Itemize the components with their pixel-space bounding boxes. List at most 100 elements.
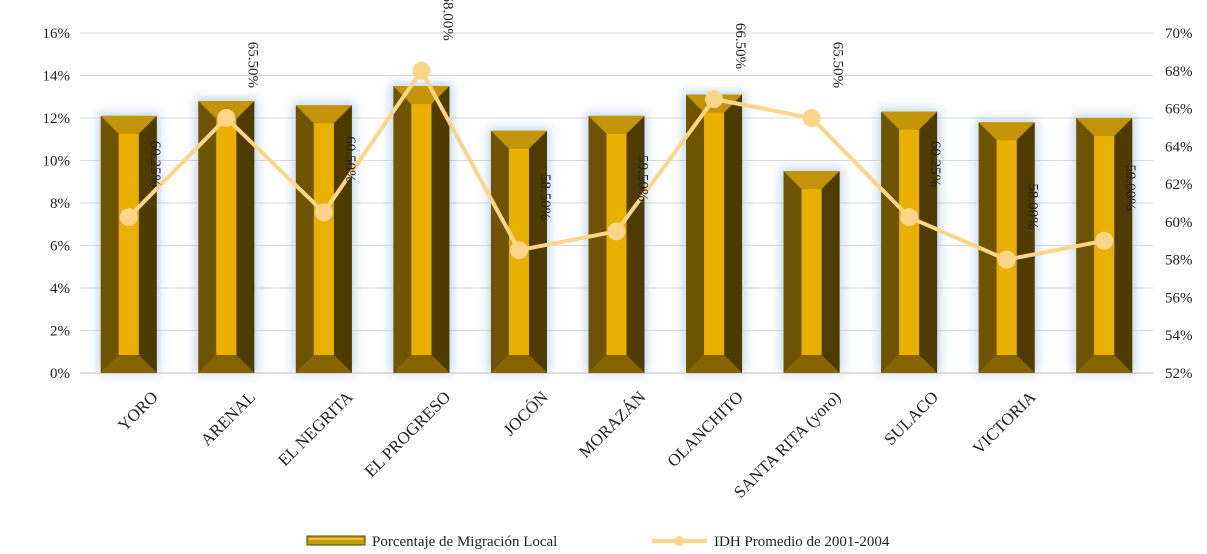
category-label: YORO (114, 387, 161, 434)
bar-bottom-bevel (198, 355, 255, 373)
legend-item-line: IDH Promedio de 2001-2004 (652, 534, 890, 550)
bar-right-bevel (821, 171, 840, 373)
bar-right-bevel (528, 130, 547, 373)
bar-right-bevel (1016, 122, 1035, 373)
bar-top-bevel (490, 130, 547, 149)
bar-left-bevel (100, 115, 119, 373)
bar-right-bevel (431, 86, 450, 373)
legend: Porcentaje de Migración Local IDH Promed… (306, 534, 890, 550)
data-labels: 60.25% 65.50% 60.50% 68.00% 58.50% 59.50% 66.5… (147, 0, 1138, 230)
idh-marker (705, 90, 724, 109)
legend-item-bars: Porcentaje de Migración Local (306, 534, 557, 550)
y-axis-right: 52% 54% 56% 58% 60% 62% 64% 66% 68% 70% (1165, 26, 1193, 382)
bar-bottom-bevel (686, 355, 743, 373)
bar-face (411, 104, 432, 355)
bar-face (118, 133, 139, 355)
bar-face (606, 133, 627, 355)
data-label: 66.50% (732, 23, 748, 69)
data-label: 60.25% (927, 141, 943, 187)
category-label: ARENAL (197, 387, 259, 449)
y-left-tick-label: 2% (50, 324, 70, 340)
y-right-tick-label: 64% (1165, 139, 1193, 155)
y-right-tick-label: 60% (1165, 215, 1193, 231)
bar-right-bevel (236, 101, 255, 373)
bar-left-bevel (393, 86, 412, 373)
bar-face (996, 140, 1017, 355)
bar (585, 112, 648, 373)
category-label: JOCÓN (500, 387, 552, 439)
data-label: 68.00% (439, 0, 455, 41)
bar-right-bevel (919, 111, 938, 373)
bar-face (313, 123, 334, 355)
bar-right-bevel (333, 105, 352, 373)
y-right-tick-label: 68% (1165, 64, 1193, 80)
bar-bottom-bevel (295, 355, 352, 373)
data-label: 58.00% (1025, 183, 1041, 229)
bar (390, 83, 453, 373)
bar (975, 119, 1038, 373)
idh-marker (1095, 231, 1114, 250)
bar-top-bevel (881, 111, 938, 130)
y-right-tick-label: 56% (1165, 290, 1193, 306)
bar-top-bevel (295, 105, 352, 124)
bar-left-bevel (490, 130, 509, 373)
bar (97, 112, 160, 373)
idh-marker (314, 203, 333, 222)
bar (780, 168, 843, 373)
bar-top-bevel (1076, 118, 1133, 136)
bar-left-bevel (881, 111, 900, 373)
category-label: EL NEGRITA (274, 387, 357, 470)
bar-left-bevel (978, 122, 997, 373)
idh-marker (900, 208, 919, 227)
y-axis-left: 0% 2% 4% 6% 8% 10% 12% 14% 16% (43, 26, 71, 382)
bar-left-bevel (783, 171, 802, 373)
bar-top-bevel (783, 171, 840, 190)
category-label: EL PROGRESO (361, 387, 454, 480)
bar-bottom-bevel (783, 355, 840, 373)
legend-label-bars: Porcentaje de Migración Local (372, 534, 557, 550)
bar-top-bevel (978, 122, 1035, 141)
bar-top-bevel (588, 115, 645, 134)
bar-left-bevel (198, 101, 217, 373)
legend-label-line: IDH Promedio de 2001-2004 (714, 534, 890, 550)
bar-bottom-bevel (100, 355, 157, 373)
bar-top-bevel (100, 115, 157, 134)
bar-right-bevel (724, 94, 743, 373)
y-left-tick-label: 14% (43, 69, 71, 85)
bar-face (704, 112, 725, 355)
y-left-tick-label: 0% (50, 366, 70, 382)
bar-bottom-bevel (1076, 355, 1133, 373)
bar-left-bevel (686, 94, 705, 373)
category-label: SANTA RITA (yoro) (730, 387, 844, 501)
bar (683, 91, 746, 373)
idh-marker (997, 250, 1016, 269)
y-right-tick-label: 58% (1165, 253, 1193, 269)
y-right-tick-label: 52% (1165, 366, 1193, 382)
bar-bottom-bevel (490, 355, 547, 373)
y-right-tick-label: 70% (1165, 26, 1193, 42)
category-label: SULACO (880, 387, 942, 449)
bar-bottom-bevel (881, 355, 938, 373)
x-axis-categories: YORO ARENAL EL NEGRITA EL PROGRESO JOCÓN MORA… (114, 387, 1040, 502)
y-left-tick-label: 12% (43, 111, 71, 127)
bar-left-bevel (588, 115, 607, 373)
bar-face (899, 129, 920, 355)
idh-marker (119, 208, 138, 227)
y-left-tick-label: 8% (50, 196, 70, 212)
data-label: 65.50% (244, 42, 260, 88)
category-label: MORAZÁN (575, 387, 649, 461)
category-label: VICTORIA (969, 387, 1040, 458)
bar-bottom-bevel (978, 355, 1035, 373)
bar (878, 108, 941, 373)
y-left-tick-label: 4% (50, 281, 70, 297)
line-series (119, 61, 1114, 269)
data-label: 60.25% (147, 141, 163, 187)
bar-left-bevel (295, 105, 314, 373)
bar-face (801, 189, 822, 355)
bar (195, 98, 258, 373)
bar-face (216, 119, 237, 355)
data-label: 65.50% (830, 42, 846, 88)
y-left-tick-label: 6% (50, 239, 70, 255)
y-right-tick-label: 54% (1165, 328, 1193, 344)
